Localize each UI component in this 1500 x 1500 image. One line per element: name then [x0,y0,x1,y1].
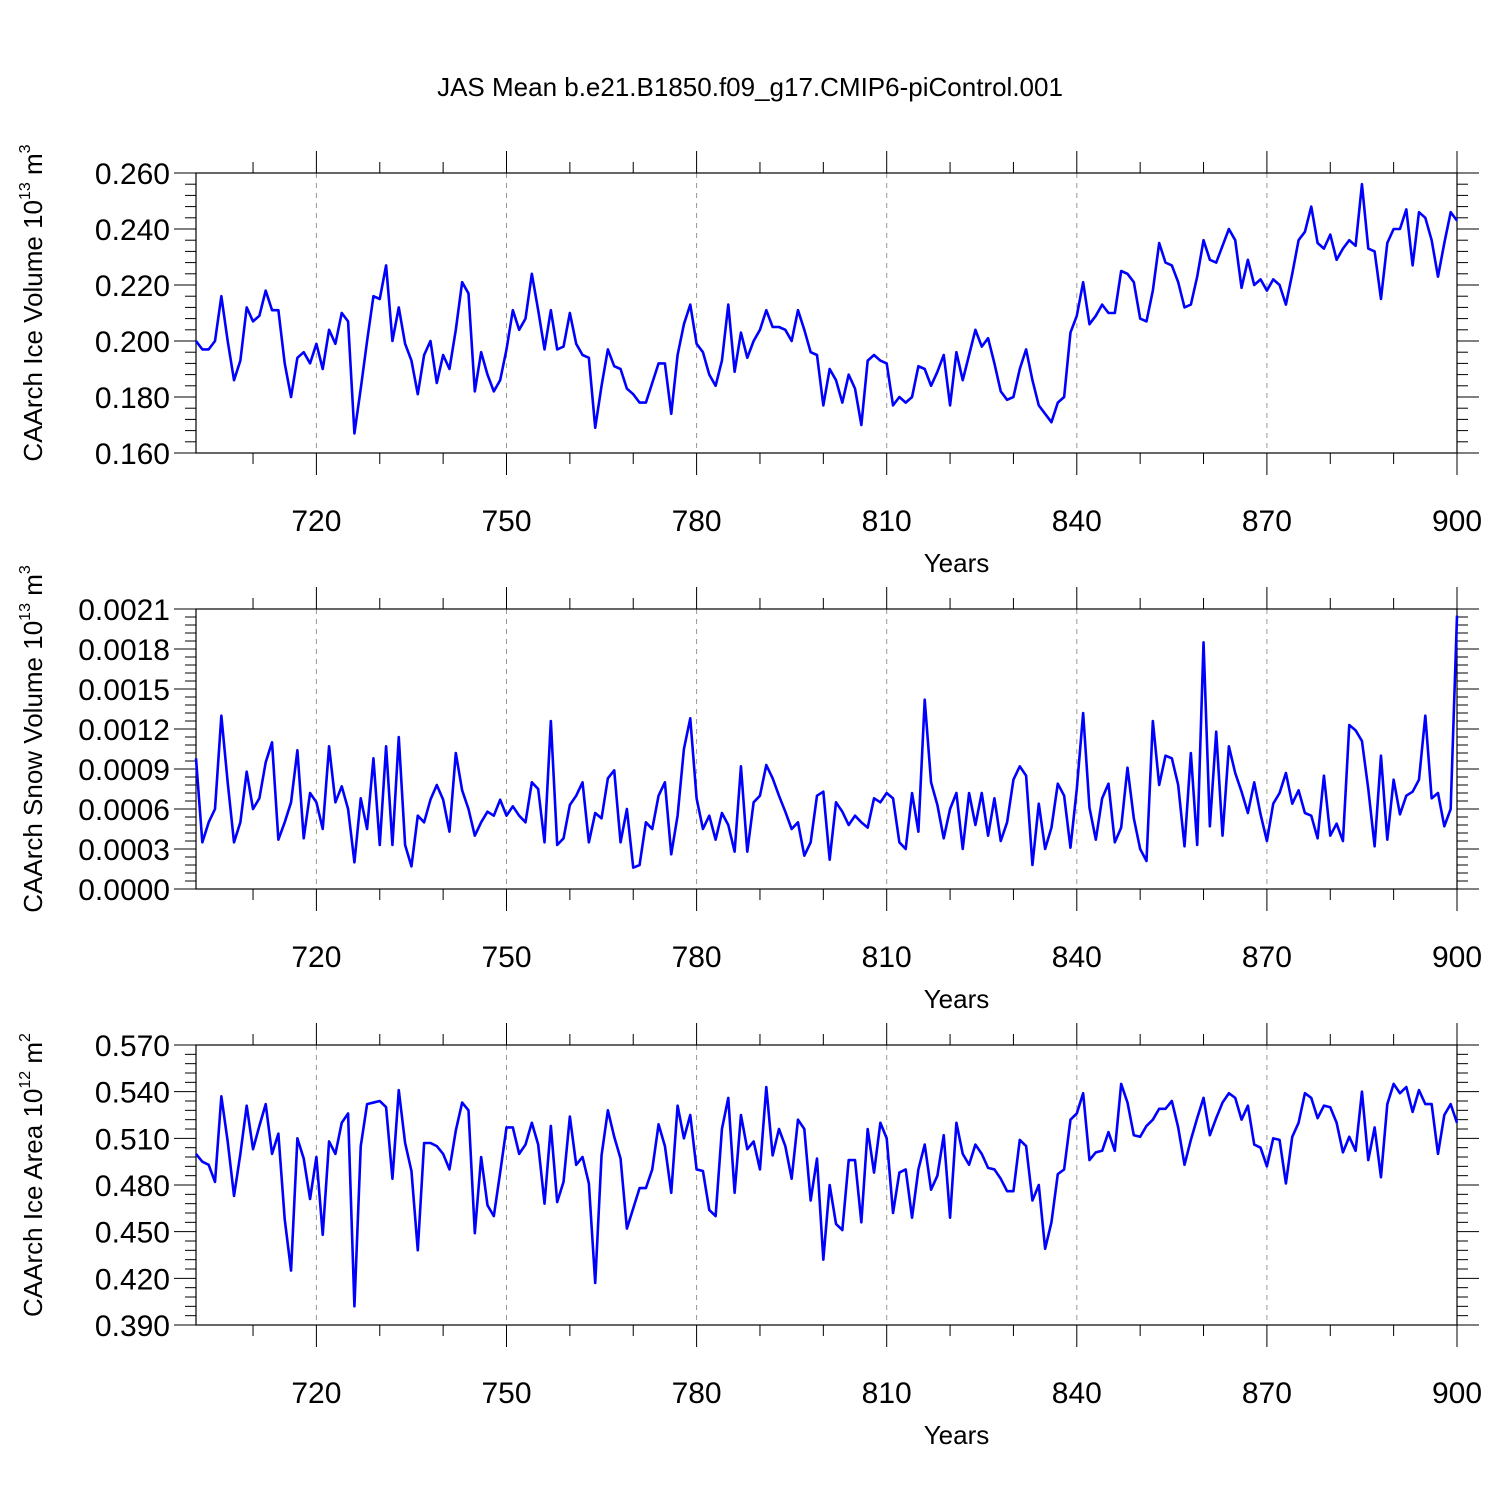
y-tick-label: 0.0000 [78,874,170,907]
plot-frame [195,1044,1458,1326]
y-tick-label: 0.0018 [78,634,170,667]
series-line-snow-volume [194,615,1459,869]
y-tick-label: 0.220 [95,270,170,303]
x-tick-label: 870 [1242,505,1292,538]
y-axis-title: CAArch Ice Volume 1013 m3 [17,144,48,461]
x-tick-label: 900 [1432,941,1482,974]
y-tick-label: 0.180 [95,382,170,415]
y-tick-label: 0.570 [95,1030,170,1063]
x-tick-label: 780 [672,505,722,538]
series-line-ice-area [194,1082,1459,1308]
x-tick-label: 750 [481,1377,531,1410]
x-tick-label: 780 [672,1377,722,1410]
y-tick-label: 0.160 [95,438,170,471]
x-tick-label: 750 [481,941,531,974]
x-tick-label: 870 [1242,1377,1292,1410]
y-tick-label: 0.540 [95,1077,170,1110]
y-tick-label: 0.450 [95,1217,170,1250]
x-axis-title: Years [924,548,990,578]
y-tick-label: 0.200 [95,326,170,359]
x-tick-label: 750 [481,505,531,538]
y-tick-label: 0.0021 [78,594,170,627]
y-tick-label: 0.0009 [78,754,170,787]
plot-frame [195,172,1458,454]
x-tick-label: 840 [1052,941,1102,974]
x-tick-label: 900 [1432,505,1482,538]
plot-frame [195,608,1458,890]
figure-title: JAS Mean b.e21.B1850.f09_g17.CMIP6-piCon… [437,72,1063,102]
x-tick-label: 900 [1432,1377,1482,1410]
y-tick-label: 0.480 [95,1170,170,1203]
x-axis-title: Years [924,984,990,1014]
x-tick-label: 720 [291,1377,341,1410]
y-tick-label: 0.0006 [78,794,170,827]
y-tick-label: 0.510 [95,1123,170,1156]
series-line-ice-volume [194,182,1459,435]
x-tick-label: 870 [1242,941,1292,974]
x-tick-label: 720 [291,505,341,538]
y-tick-label: 0.390 [95,1310,170,1343]
x-tick-label: 810 [862,505,912,538]
y-axis-title: CAArch Ice Area 1012 m2 [17,1033,48,1317]
x-tick-label: 810 [862,1377,912,1410]
y-tick-label: 0.240 [95,214,170,247]
x-tick-label: 810 [862,941,912,974]
x-axis-title: Years [924,1420,990,1450]
x-tick-label: 720 [291,941,341,974]
x-tick-label: 840 [1052,1377,1102,1410]
y-axis-title: CAArch Snow Volume 1013 m3 [17,565,48,913]
y-tick-label: 0.420 [95,1263,170,1296]
y-tick-label: 0.0012 [78,714,170,747]
x-tick-label: 780 [672,941,722,974]
y-tick-label: 0.0003 [78,834,170,867]
y-tick-label: 0.260 [95,158,170,191]
y-tick-label: 0.0015 [78,674,170,707]
x-tick-label: 840 [1052,505,1102,538]
